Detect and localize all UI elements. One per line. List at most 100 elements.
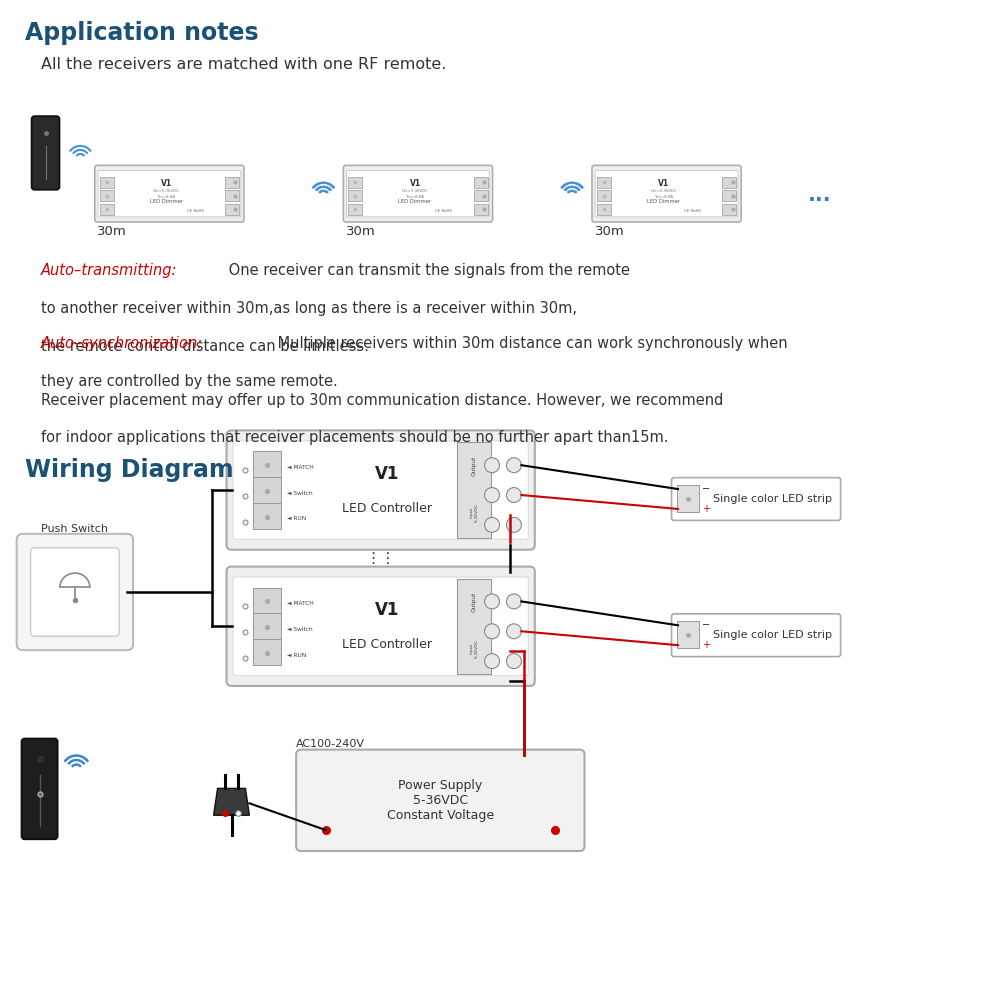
Text: ◄ RUN: ◄ RUN bbox=[287, 653, 306, 658]
Text: Auto–synchronization:: Auto–synchronization: bbox=[41, 336, 203, 351]
FancyBboxPatch shape bbox=[595, 171, 738, 217]
Circle shape bbox=[506, 458, 521, 473]
FancyBboxPatch shape bbox=[95, 165, 244, 222]
Text: LED Controller: LED Controller bbox=[342, 502, 432, 515]
Text: for indoor applications that receiver placements should be no further apart than: for indoor applications that receiver pl… bbox=[41, 430, 668, 445]
Text: Input
5-36VDC: Input 5-36VDC bbox=[470, 502, 478, 522]
Circle shape bbox=[485, 594, 500, 609]
FancyBboxPatch shape bbox=[597, 177, 611, 188]
FancyBboxPatch shape bbox=[457, 579, 491, 674]
FancyBboxPatch shape bbox=[253, 588, 281, 613]
FancyBboxPatch shape bbox=[592, 165, 741, 222]
Text: Output: Output bbox=[472, 456, 477, 476]
Text: One receiver can transmit the signals from the remote: One receiver can transmit the signals fr… bbox=[224, 263, 630, 278]
FancyBboxPatch shape bbox=[100, 177, 114, 188]
FancyBboxPatch shape bbox=[474, 204, 488, 215]
FancyBboxPatch shape bbox=[225, 177, 239, 188]
Text: Receiver placement may offer up to 30m communication distance. However, we recom: Receiver placement may offer up to 30m c… bbox=[41, 393, 723, 408]
FancyBboxPatch shape bbox=[343, 165, 493, 222]
FancyBboxPatch shape bbox=[253, 639, 281, 665]
Text: V1: V1 bbox=[410, 179, 421, 188]
Text: CE RoHS: CE RoHS bbox=[187, 209, 204, 213]
Text: Tin=8.8A: Tin=8.8A bbox=[406, 195, 424, 199]
Circle shape bbox=[506, 654, 521, 669]
FancyBboxPatch shape bbox=[253, 477, 281, 503]
FancyBboxPatch shape bbox=[348, 204, 362, 215]
FancyBboxPatch shape bbox=[672, 614, 841, 657]
Text: CE RoHS: CE RoHS bbox=[435, 209, 452, 213]
Text: 30m: 30m bbox=[346, 225, 376, 238]
Circle shape bbox=[485, 458, 500, 473]
Text: V1: V1 bbox=[374, 601, 399, 619]
Text: ◄ RUN: ◄ RUN bbox=[287, 516, 306, 521]
FancyBboxPatch shape bbox=[722, 177, 736, 188]
FancyBboxPatch shape bbox=[722, 204, 736, 215]
Text: LED Dimmer: LED Dimmer bbox=[150, 199, 183, 204]
Text: ◄ MATCH: ◄ MATCH bbox=[287, 465, 314, 470]
Text: Uin=5-36VDC: Uin=5-36VDC bbox=[650, 189, 677, 193]
Text: V1: V1 bbox=[658, 179, 669, 188]
Text: V1: V1 bbox=[161, 179, 172, 188]
Text: Uin=5-36VDC: Uin=5-36VDC bbox=[402, 189, 428, 193]
Text: Single color LED strip: Single color LED strip bbox=[713, 494, 832, 504]
Text: Tin=8.8A: Tin=8.8A bbox=[655, 195, 673, 199]
Text: +: + bbox=[702, 504, 710, 514]
Circle shape bbox=[506, 594, 521, 609]
FancyBboxPatch shape bbox=[100, 204, 114, 215]
Text: Push Switch: Push Switch bbox=[41, 524, 108, 534]
Text: All the receivers are matched with one RF remote.: All the receivers are matched with one R… bbox=[41, 57, 446, 72]
FancyBboxPatch shape bbox=[722, 190, 736, 201]
Text: Single color LED strip: Single color LED strip bbox=[713, 630, 832, 640]
Text: −: − bbox=[702, 484, 710, 494]
FancyBboxPatch shape bbox=[225, 190, 239, 201]
FancyBboxPatch shape bbox=[31, 548, 119, 636]
Text: Wiring Diagram: Wiring Diagram bbox=[25, 458, 233, 482]
Circle shape bbox=[485, 624, 500, 639]
FancyBboxPatch shape bbox=[348, 177, 362, 188]
FancyBboxPatch shape bbox=[253, 503, 281, 529]
Circle shape bbox=[506, 517, 521, 532]
Text: LED Dimmer: LED Dimmer bbox=[647, 199, 680, 204]
Text: they are controlled by the same remote.: they are controlled by the same remote. bbox=[41, 374, 337, 389]
FancyBboxPatch shape bbox=[474, 190, 488, 201]
FancyBboxPatch shape bbox=[296, 750, 585, 851]
Circle shape bbox=[506, 624, 521, 639]
Text: Multiple receivers within 30m distance can work synchronously when: Multiple receivers within 30m distance c… bbox=[273, 336, 788, 351]
Text: Uin=5-36VDC: Uin=5-36VDC bbox=[153, 189, 180, 193]
Text: Output: Output bbox=[472, 592, 477, 612]
Text: Input
5-36VDC: Input 5-36VDC bbox=[470, 639, 478, 658]
FancyBboxPatch shape bbox=[253, 451, 281, 477]
FancyBboxPatch shape bbox=[227, 567, 535, 686]
Text: LED Controller: LED Controller bbox=[342, 638, 432, 651]
FancyBboxPatch shape bbox=[677, 621, 699, 648]
FancyBboxPatch shape bbox=[227, 430, 535, 550]
Text: 30m: 30m bbox=[97, 225, 127, 238]
Text: ...: ... bbox=[808, 185, 832, 205]
Circle shape bbox=[485, 488, 500, 502]
Polygon shape bbox=[214, 788, 249, 815]
Circle shape bbox=[506, 488, 521, 502]
FancyBboxPatch shape bbox=[225, 204, 239, 215]
Text: CE RoHS: CE RoHS bbox=[684, 209, 701, 213]
Text: to another receiver within 30m,as long as there is a receiver within 30m,: to another receiver within 30m,as long a… bbox=[41, 301, 577, 316]
Text: V1: V1 bbox=[374, 465, 399, 483]
Text: ◄ Switch: ◄ Switch bbox=[287, 491, 313, 496]
FancyBboxPatch shape bbox=[253, 613, 281, 639]
Text: ◄ MATCH: ◄ MATCH bbox=[287, 601, 314, 606]
Text: ⋮⋮: ⋮⋮ bbox=[365, 551, 396, 566]
FancyBboxPatch shape bbox=[17, 534, 133, 650]
FancyBboxPatch shape bbox=[233, 441, 528, 539]
FancyBboxPatch shape bbox=[672, 478, 841, 520]
FancyBboxPatch shape bbox=[597, 190, 611, 201]
FancyBboxPatch shape bbox=[22, 739, 57, 839]
Text: +: + bbox=[702, 640, 710, 650]
Text: the remote control distance can be limitless.: the remote control distance can be limit… bbox=[41, 339, 368, 354]
FancyBboxPatch shape bbox=[348, 190, 362, 201]
FancyBboxPatch shape bbox=[677, 485, 699, 512]
FancyBboxPatch shape bbox=[32, 116, 59, 190]
FancyBboxPatch shape bbox=[233, 577, 528, 676]
FancyBboxPatch shape bbox=[347, 171, 489, 217]
Circle shape bbox=[485, 517, 500, 532]
Text: Power Supply
5-36VDC
Constant Voltage: Power Supply 5-36VDC Constant Voltage bbox=[387, 779, 494, 822]
Text: Auto–transmitting:: Auto–transmitting: bbox=[41, 263, 177, 278]
